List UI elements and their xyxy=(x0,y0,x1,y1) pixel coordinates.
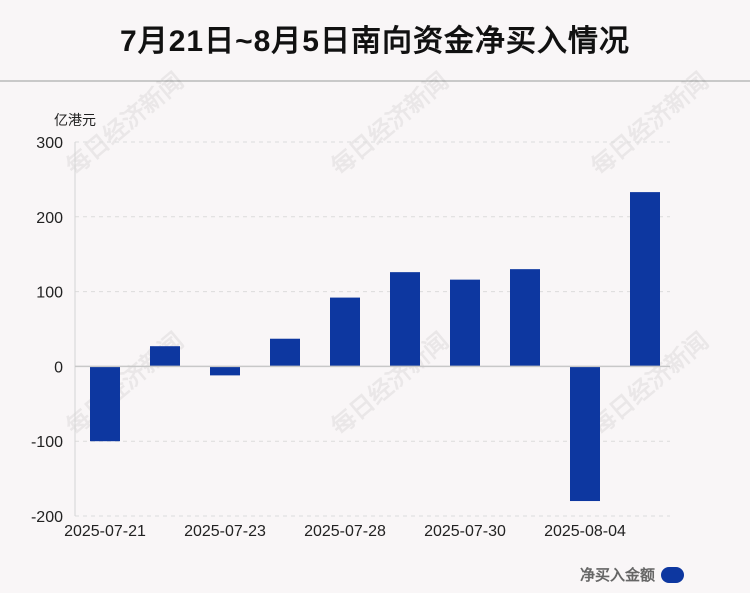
bar-2025-07-23[interactable] xyxy=(210,366,240,376)
watermark-2: 每日经济新闻 xyxy=(585,66,714,181)
bar-2025-07-31[interactable] xyxy=(510,269,540,367)
legend-label: 净买入金额 xyxy=(579,567,655,584)
legend[interactable]: 净买入金额 xyxy=(580,564,684,585)
y-tick-label--100: -100 xyxy=(31,434,63,451)
watermark-3: 每日经济新闻 xyxy=(60,326,189,441)
grid-layer xyxy=(75,141,670,517)
bar-2025-07-22[interactable] xyxy=(150,346,180,367)
title-divider xyxy=(0,80,750,82)
bar-2025-07-30[interactable] xyxy=(450,279,480,367)
bar-2025-08-04[interactable] xyxy=(570,366,600,502)
y-tick-label-100: 100 xyxy=(36,285,63,302)
bar-layer xyxy=(90,192,660,502)
watermark-1: 每日经济新闻 xyxy=(325,66,454,181)
y-tick-label-0: 0 xyxy=(54,359,63,376)
x-tick-label-2025-07-28: 2025-07-28 xyxy=(304,523,386,540)
y-tick-label-300: 300 xyxy=(36,135,63,152)
y-tick-label--200: -200 xyxy=(31,509,63,526)
bar-2025-07-21[interactable] xyxy=(90,366,120,442)
bar-2025-07-24[interactable] xyxy=(270,338,300,367)
y-tick-label-200: 200 xyxy=(36,210,63,227)
bar-2025-07-28[interactable] xyxy=(330,297,360,367)
x-tick-label-2025-07-30: 2025-07-30 xyxy=(424,523,506,540)
x-tick-label-2025-07-23: 2025-07-23 xyxy=(184,523,266,540)
bar-2025-08-05[interactable] xyxy=(630,192,660,367)
chart-title: 7月21日~8月5日南向资金净买入情况 xyxy=(120,25,630,58)
y-axis-unit-label: 亿港元 xyxy=(54,112,96,128)
x-tick-label-2025-07-21: 2025-07-21 xyxy=(64,523,146,540)
bar-2025-07-29[interactable] xyxy=(390,272,420,367)
x-tick-label-2025-08-04: 2025-08-04 xyxy=(544,523,626,540)
legend-swatch xyxy=(661,566,684,583)
axis-layer: -200 -100 0 100 200 300 2025-07-21 2025-07-23 20… xyxy=(31,135,670,540)
